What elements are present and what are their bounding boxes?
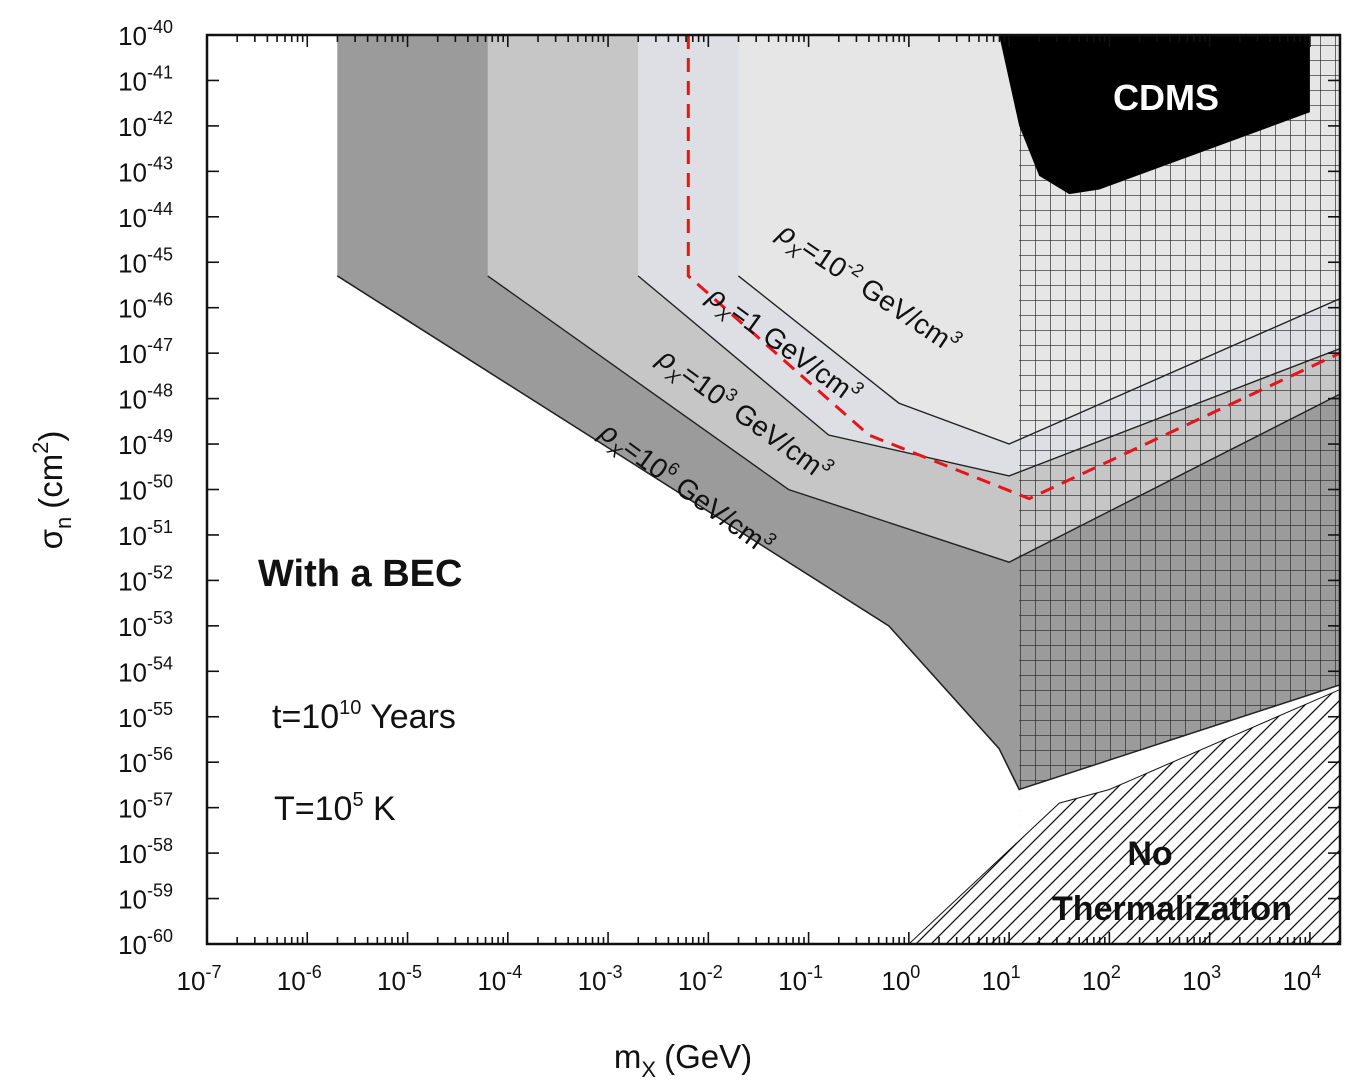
y-tick-label: 10-49 [118, 426, 173, 460]
x-axis-label: mX (GeV) [614, 1038, 752, 1082]
y-tick-label: 10-58 [118, 835, 173, 869]
x-tick-label: 10-6 [277, 962, 322, 996]
y-tick-label: 10-40 [118, 17, 173, 51]
y-tick-label: 10-44 [118, 199, 173, 233]
x-tick-label: 10-5 [377, 962, 422, 996]
x-tick-label: 102 [1082, 962, 1121, 996]
y-tick-label: 10-45 [118, 244, 173, 278]
y-tick-label: 10-48 [118, 381, 173, 415]
x-tick-label: 104 [1282, 962, 1321, 996]
no-thermalization-region [908, 688, 1340, 944]
y-tick-label: 10-47 [118, 335, 173, 369]
x-tick-label: 10-4 [477, 962, 522, 996]
no-thermalization-label-2: Thermalization [1052, 890, 1292, 928]
y-tick-label: 10-53 [118, 608, 173, 642]
y-tick-label: 10-55 [118, 699, 173, 733]
y-tick-label: 10-43 [118, 153, 173, 187]
x-tick-label: 10-3 [578, 962, 623, 996]
band-rho-1e6-boundary-top [336, 275, 1340, 791]
x-tick-label: 10-1 [778, 962, 823, 996]
y-tick-label: 10-57 [118, 790, 173, 824]
x-tick-label: 101 [982, 962, 1021, 996]
y-tick-label: 10-46 [118, 290, 173, 324]
cdms-label: CDMS [1113, 77, 1219, 118]
time-label: t=1010 Years [272, 697, 456, 736]
red-dashed-curve [686, 35, 1340, 501]
y-tick-label: 10-50 [118, 472, 173, 506]
cdms-region [999, 35, 1310, 195]
exclusion-regions [336, 35, 1340, 944]
x-tick-label: 103 [1182, 962, 1221, 996]
axis-ticks [206, 34, 1340, 945]
y-tick-label: 10-60 [118, 926, 173, 960]
no-thermalization-label-1: No [1127, 835, 1172, 873]
x-tick-label: 10-7 [177, 962, 222, 996]
y-axis-label: σn(cm2) [28, 431, 76, 550]
y-tick-label: 10-56 [118, 744, 173, 778]
y-tick-label: 10-41 [118, 62, 173, 96]
y-tick-label: 10-51 [118, 517, 173, 551]
x-tick-label: 10-2 [678, 962, 723, 996]
with-bec-label: With a BEC [258, 553, 462, 595]
y-tick-label: 10-59 [118, 881, 173, 915]
x-tick-label: 100 [881, 962, 920, 996]
axis-tick-labels: 10-7 10-6 10-5 10-4 10-3 10-2 10-1 100 101 102 103… [118, 17, 1321, 996]
y-tick-label: 10-42 [118, 108, 173, 142]
y-tick-label: 10-52 [118, 562, 173, 596]
temperature-label: T=105 K [274, 789, 396, 828]
y-tick-label: 10-54 [118, 653, 173, 687]
